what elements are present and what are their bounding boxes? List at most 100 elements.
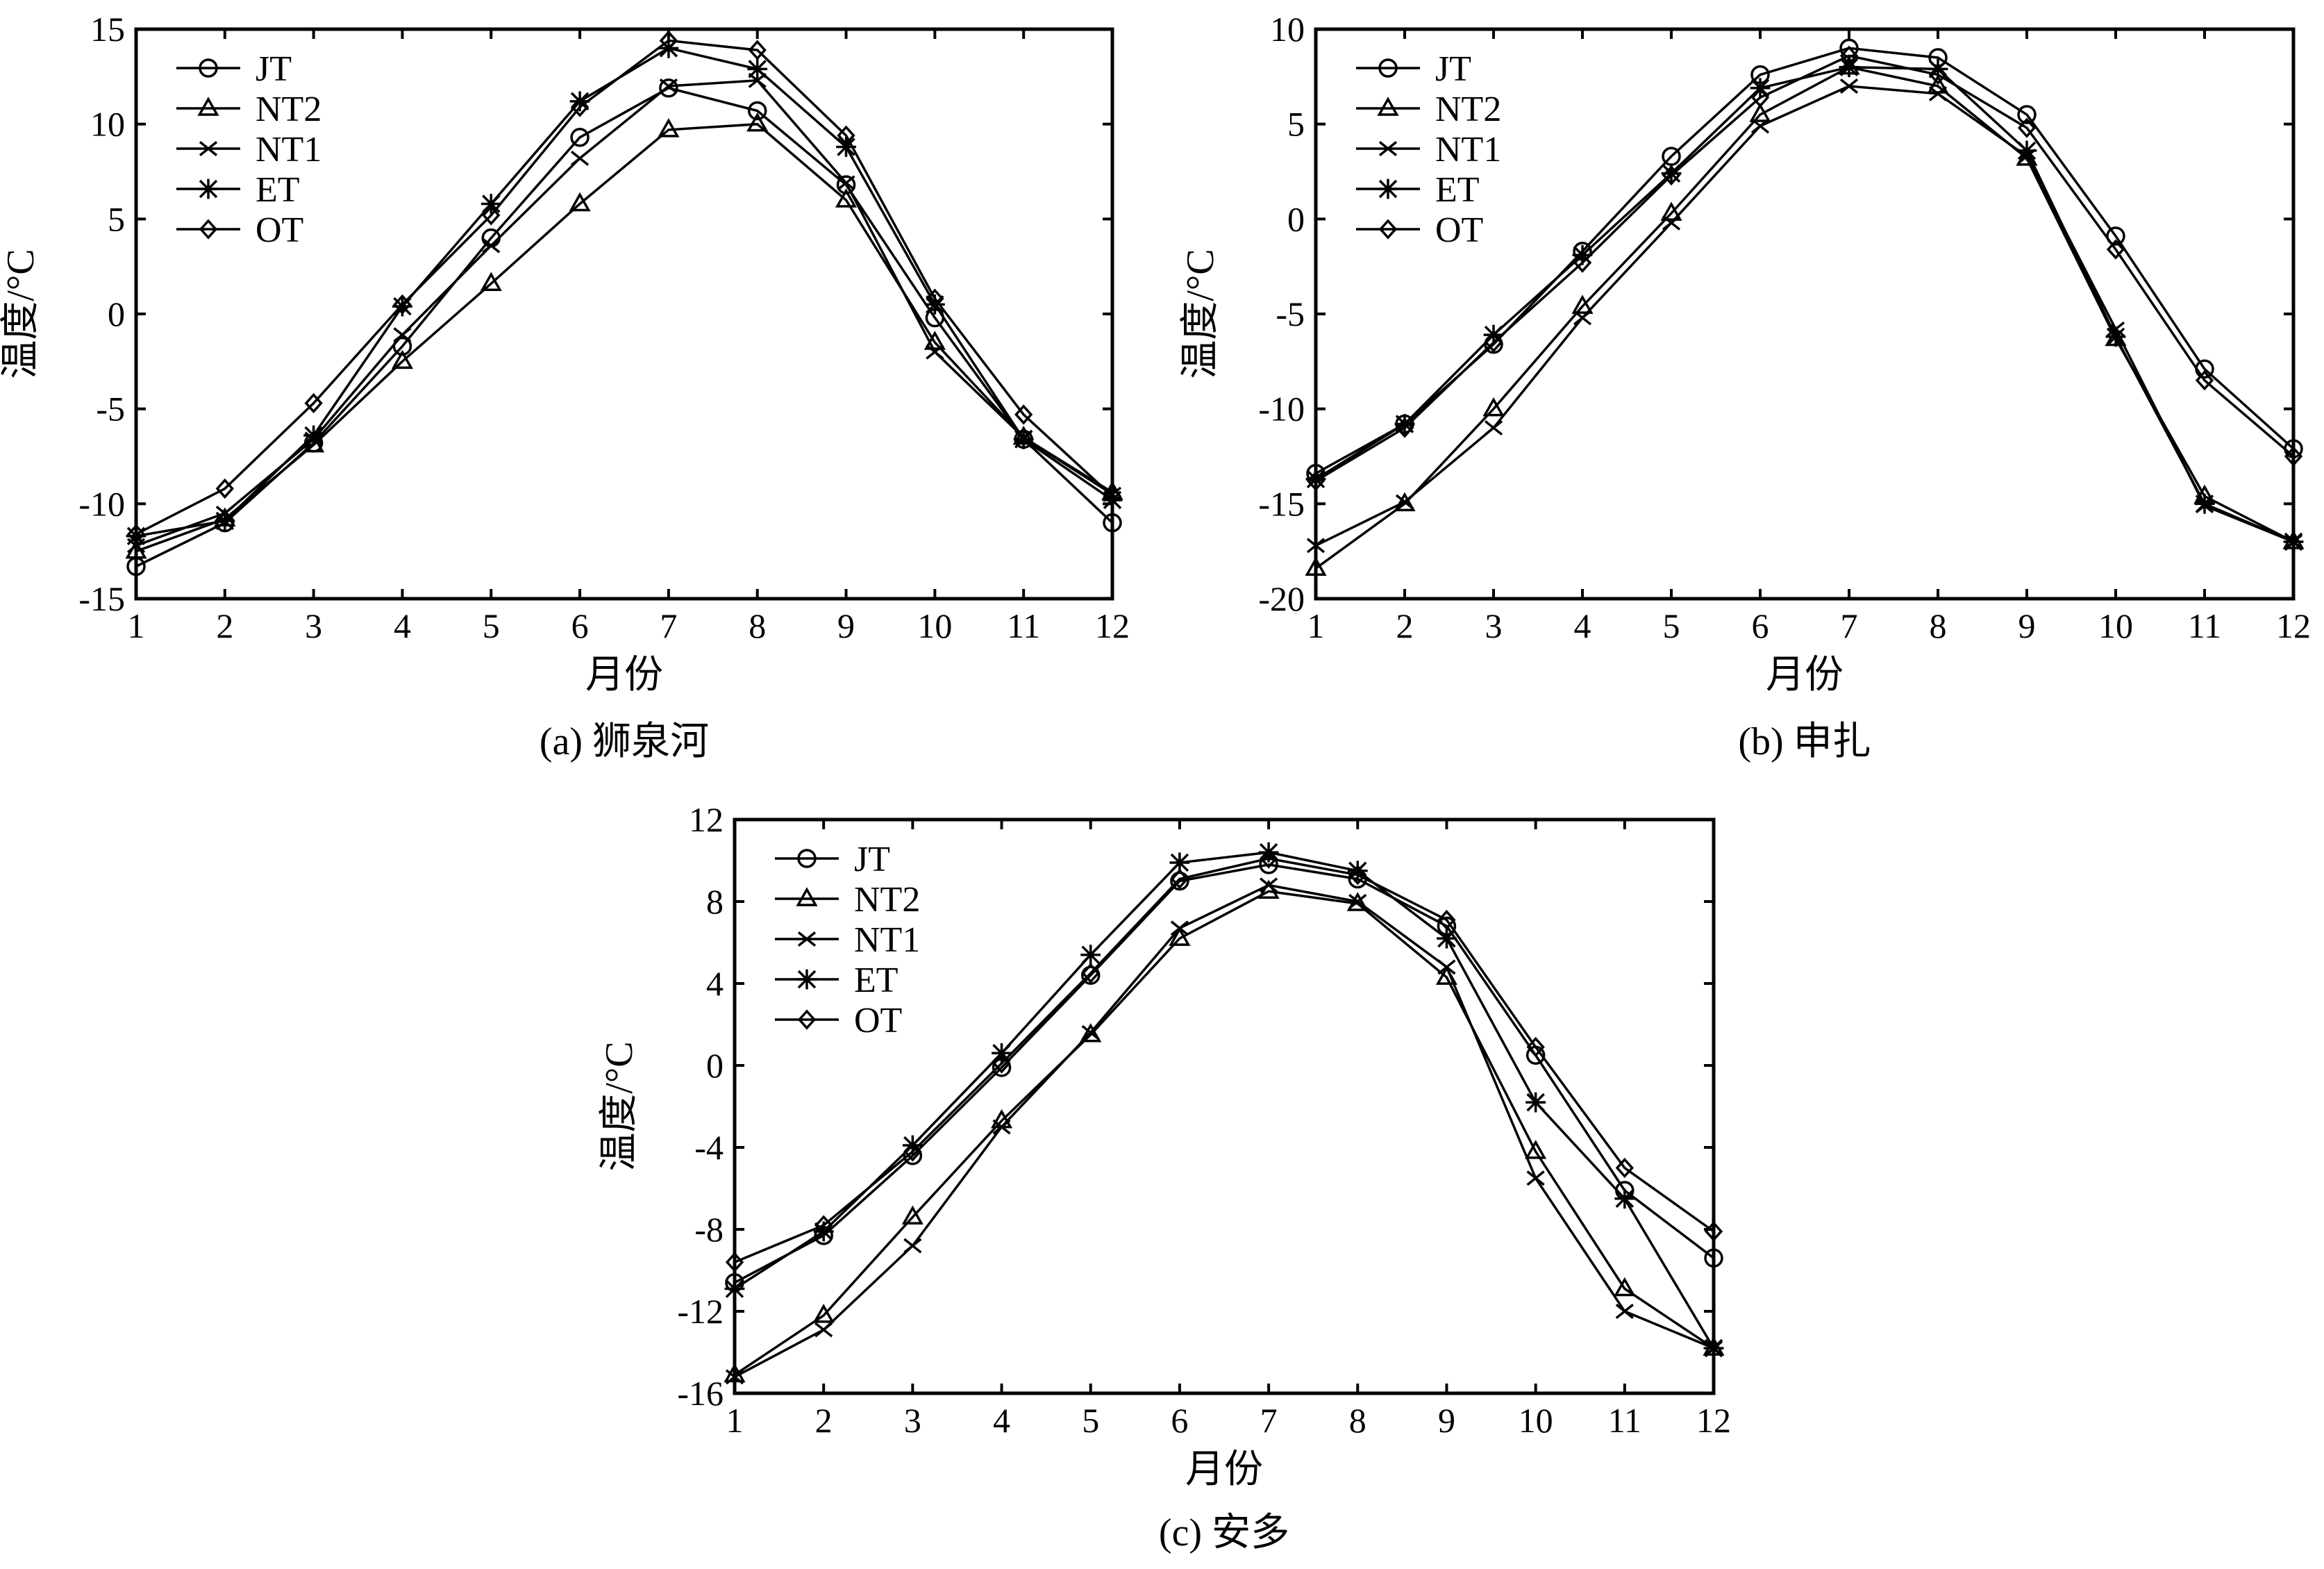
data-point <box>1395 417 1414 438</box>
series-line-jt <box>734 863 1715 1284</box>
chart-caption: (a) 狮泉河 <box>540 720 709 763</box>
data-point <box>1484 332 1503 353</box>
data-point <box>924 294 945 315</box>
data-point <box>482 238 501 254</box>
x-tick-label: 12 <box>2276 606 2311 645</box>
data-point <box>1170 920 1189 936</box>
legend-item-et: ET <box>1356 170 1480 210</box>
legend-marker <box>796 887 818 906</box>
legend-label: NT1 <box>854 920 920 960</box>
x-tick-label: 1 <box>1307 606 1325 645</box>
data-point <box>480 272 502 292</box>
series-line-nt1 <box>135 78 1113 547</box>
y-tick-label: -10 <box>1258 390 1305 429</box>
x-axis-title: 月份 <box>585 654 663 697</box>
legend-marker <box>1378 141 1398 156</box>
x-tick-label: 1 <box>726 1401 744 1440</box>
x-tick-label: 10 <box>917 606 952 645</box>
series-line-ot <box>1315 54 2295 483</box>
y-tick-label: 12 <box>689 800 724 839</box>
data-point <box>1258 842 1279 863</box>
x-axis-title: 月份 <box>1185 1448 1263 1491</box>
legend-item-nt1: NT1 <box>176 130 321 169</box>
y-tick-label: 5 <box>1287 105 1305 144</box>
data-point <box>1749 103 1771 122</box>
legend-item-ot: OT <box>176 210 303 250</box>
data-point <box>2195 370 2214 391</box>
x-tick-label: 4 <box>993 1401 1010 1440</box>
data-point <box>1573 252 1592 273</box>
series-line-nt1 <box>734 883 1714 1378</box>
data-point <box>1348 894 1367 909</box>
x-tick-label: 3 <box>1485 606 1503 645</box>
series-ot <box>126 30 1122 545</box>
data-point <box>1614 1188 1635 1209</box>
legend-marker <box>1378 179 1398 199</box>
data-point <box>392 296 412 317</box>
legend-item-ot: OT <box>1356 210 1483 250</box>
legend-marker <box>1378 219 1398 240</box>
x-tick-label: 11 <box>1007 606 1040 645</box>
data-point <box>1014 404 1033 425</box>
data-point <box>992 1043 1012 1063</box>
legend-item-jt: JT <box>1356 49 1471 89</box>
chart-panel-c: 1 2 3 4 5 6 7 8 9 10 11 12-16-12-8-404812月份温度/°C(c)… <box>598 800 1731 1554</box>
data-point <box>814 1215 833 1236</box>
data-point <box>393 327 412 343</box>
data-point <box>570 128 590 147</box>
legend-marker <box>1377 97 1399 116</box>
y-axis-title: 温度/°C <box>1179 249 1222 379</box>
data-point <box>303 425 324 446</box>
series-line-ot <box>135 39 1114 536</box>
data-point <box>1013 429 1034 449</box>
data-point <box>1346 892 1369 911</box>
x-tick-label: 12 <box>1095 606 1130 645</box>
x-tick-label: 2 <box>216 606 233 645</box>
legend-label: JT <box>1435 49 1471 89</box>
data-point <box>1750 118 1770 134</box>
series-line-nt2 <box>135 122 1113 553</box>
legend-item-et: ET <box>176 170 300 210</box>
x-tick-label: 8 <box>1349 1401 1366 1440</box>
data-point <box>482 205 501 226</box>
data-point <box>903 1141 922 1162</box>
chart-panel-a: 1 2 3 4 5 6 7 8 9 10 11 12-15-10-5051015月份温度/°C(a) … <box>0 10 1130 763</box>
legend-item-nt2: NT2 <box>1356 90 1501 129</box>
legend-marker <box>796 969 817 990</box>
series-ot <box>1306 45 2303 492</box>
data-point <box>926 344 944 360</box>
data-point <box>2016 140 2037 161</box>
x-tick-label: 10 <box>2098 606 2133 645</box>
data-point <box>2105 326 2126 347</box>
legend-marker <box>199 58 218 78</box>
y-tick-label: 0 <box>706 1046 724 1085</box>
data-point <box>1526 1170 1545 1186</box>
legend-item-jt: JT <box>176 49 292 89</box>
data-point <box>1526 1036 1545 1058</box>
data-point <box>1080 1023 1102 1043</box>
x-tick-label: 11 <box>2188 606 2221 645</box>
series-line-ot <box>734 857 1715 1263</box>
data-point <box>1615 1304 1634 1319</box>
legend-marker <box>199 141 218 156</box>
legend-label: ET <box>1435 170 1480 210</box>
x-tick-label: 6 <box>1171 1401 1188 1440</box>
data-point <box>2194 493 2215 514</box>
data-point <box>1484 420 1503 435</box>
legend-item-nt1: NT1 <box>1356 130 1501 169</box>
data-point <box>1928 85 1948 101</box>
legend-label: OT <box>256 210 303 250</box>
data-point <box>1169 852 1190 873</box>
data-point <box>569 91 590 112</box>
data-point <box>1928 59 1948 79</box>
data-point <box>570 97 590 117</box>
x-tick-label: 8 <box>749 606 766 645</box>
data-point <box>814 1322 833 1338</box>
y-tick-label: 5 <box>108 199 125 238</box>
y-tick-label: 10 <box>1270 10 1305 49</box>
x-tick-label: 2 <box>1396 606 1414 645</box>
legend-item-jt: JT <box>775 840 890 879</box>
data-point <box>1170 871 1189 891</box>
legend-label: OT <box>854 1001 902 1040</box>
data-point <box>2017 105 2037 124</box>
